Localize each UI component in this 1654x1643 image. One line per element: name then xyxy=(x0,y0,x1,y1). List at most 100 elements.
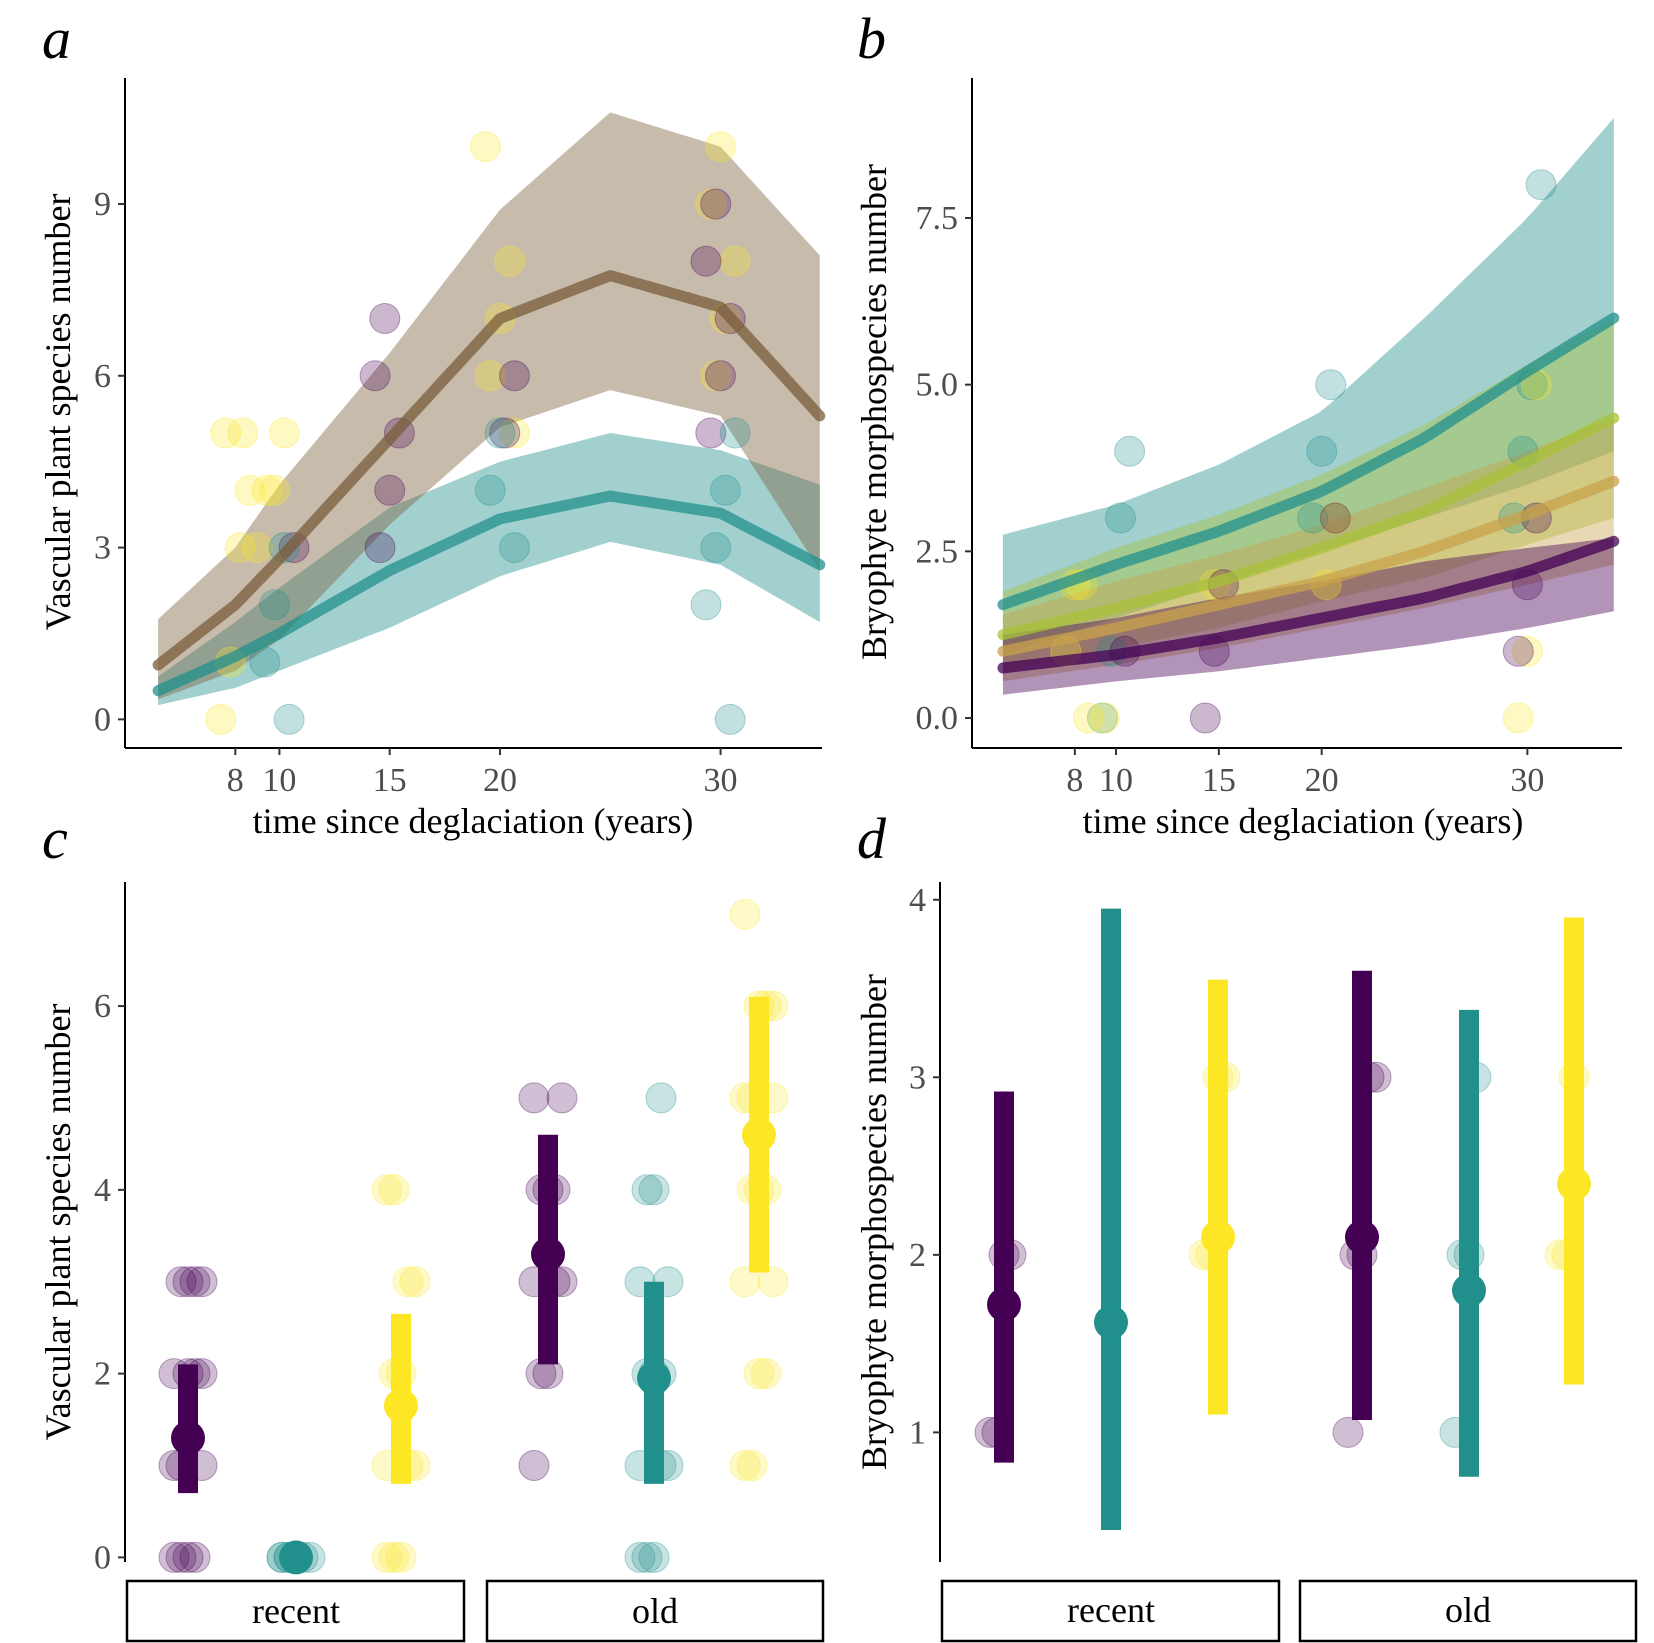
a-panel-letter: a xyxy=(42,6,71,71)
b-x-tick-label: 8 xyxy=(1066,762,1083,799)
b-point xyxy=(1297,502,1329,534)
d-y-tick-label: 3 xyxy=(909,1059,926,1096)
d-panel-letter: d xyxy=(857,806,887,871)
c-y-tick-label: 6 xyxy=(94,988,111,1025)
b-y-axis-title: Bryophyte morphospecies number xyxy=(854,164,894,660)
c-mean-point xyxy=(531,1237,565,1272)
d-y-axis-title: Bryophyte morphospecies number xyxy=(854,974,894,1470)
c-point xyxy=(624,1541,656,1573)
a-point xyxy=(210,417,242,449)
b-point xyxy=(1502,635,1534,667)
b-fit-line-0 xyxy=(997,312,1620,611)
c-point xyxy=(757,1266,789,1298)
a-point xyxy=(364,532,396,564)
c-point xyxy=(729,1266,761,1298)
a-x-tick-label: 15 xyxy=(373,762,407,799)
a-x-tick-label: 10 xyxy=(262,762,296,799)
a-point xyxy=(499,360,530,392)
c-strip-recent-label: recent xyxy=(252,1591,340,1631)
c-mean-point xyxy=(637,1361,671,1396)
d-mean-point xyxy=(987,1287,1021,1322)
a-point xyxy=(251,474,283,506)
a-point xyxy=(234,474,266,506)
a-point xyxy=(700,532,732,564)
c-point xyxy=(736,1450,768,1481)
d-mean-point xyxy=(1201,1220,1235,1255)
b-point xyxy=(1189,702,1221,734)
a-point xyxy=(700,188,732,220)
a-point xyxy=(474,474,506,506)
d-y-tick-label: 1 xyxy=(909,1414,926,1451)
panel-b: 8 10 15 20 30 0.0 2.5 5.0 7.5 b time since degla… xyxy=(854,6,1622,841)
a-point xyxy=(259,589,290,621)
d-mean-point xyxy=(1094,1305,1128,1340)
a-point xyxy=(369,303,401,334)
d-strip-recent-label: recent xyxy=(1067,1590,1155,1630)
d-y-tick-label: 4 xyxy=(909,882,926,919)
a-point xyxy=(484,417,516,449)
b-x-tick-label: 30 xyxy=(1510,762,1544,799)
c-y-tick-label: 2 xyxy=(94,1356,111,1393)
b-x-tick-label: 15 xyxy=(1202,762,1236,799)
a-point xyxy=(719,245,751,277)
b-point xyxy=(1114,435,1146,467)
c-y-axis-title: Vascular plant species number xyxy=(38,1004,78,1441)
a-point xyxy=(705,360,736,392)
c-point xyxy=(631,1541,663,1573)
c-panel-letter: c xyxy=(42,806,68,871)
a-fit-line-1 xyxy=(152,270,826,671)
b-x-tick-label: 10 xyxy=(1099,762,1133,799)
b-point xyxy=(1511,635,1543,667)
d-strip-old xyxy=(1298,1579,1638,1643)
c-point xyxy=(165,1266,197,1298)
c-strip-recent xyxy=(125,1579,466,1643)
d-mean-point xyxy=(1345,1220,1379,1255)
b-point xyxy=(1525,169,1557,201)
b-point xyxy=(1086,702,1118,734)
a-point xyxy=(474,360,506,392)
b-point xyxy=(1072,702,1104,734)
b-y-tick-label: 5.0 xyxy=(916,367,959,404)
a-y-axis-title: Vascular plant species number xyxy=(38,194,78,631)
b-ribbon-0 xyxy=(1002,118,1614,655)
a-point xyxy=(489,417,521,449)
b-point xyxy=(1319,502,1351,534)
b-point xyxy=(1105,502,1136,534)
b-point xyxy=(1315,369,1347,401)
b-point xyxy=(1502,702,1534,734)
b-y-tick-label: 2.5 xyxy=(916,533,959,570)
b-x-axis-title: time since deglaciation (years) xyxy=(1083,801,1524,841)
a-point xyxy=(227,417,259,449)
d-strip-recent xyxy=(940,1579,1281,1643)
d-mean-point xyxy=(1557,1166,1591,1201)
a-x-tick-label: 30 xyxy=(704,762,738,799)
c-point xyxy=(179,1266,211,1298)
a-x-tick-label: 8 xyxy=(227,762,244,799)
c-y-tick-label: 0 xyxy=(94,1539,111,1576)
c-point xyxy=(518,1082,550,1114)
a-point xyxy=(705,131,736,163)
a-point xyxy=(499,532,530,564)
panel-c: 0 2 4 6 recent old c Vascular plant species… xyxy=(38,806,825,1643)
a-point xyxy=(719,417,751,449)
panel-a: 8 10 15 20 30 0 3 6 9 a time since deglaciation … xyxy=(38,6,826,841)
c-point xyxy=(729,1450,761,1481)
a-y-tick-label: 0 xyxy=(94,701,111,738)
d-mean-point xyxy=(1452,1273,1486,1308)
c-point xyxy=(392,1266,424,1298)
c-point xyxy=(546,1082,578,1114)
c-mean-point xyxy=(742,1117,776,1152)
c-point xyxy=(378,1174,410,1206)
d-strip-old-label: old xyxy=(1445,1590,1491,1630)
a-point xyxy=(690,245,722,277)
c-mean-point xyxy=(171,1420,205,1455)
a-point xyxy=(695,188,727,220)
a-x-tick-label: 20 xyxy=(483,762,517,799)
c-point xyxy=(165,1541,197,1573)
a-point xyxy=(359,360,391,392)
c-mean-point xyxy=(279,1540,313,1575)
a-y-tick-label: 3 xyxy=(94,530,111,567)
c-point xyxy=(371,1174,403,1206)
c-strip-old xyxy=(485,1579,825,1643)
